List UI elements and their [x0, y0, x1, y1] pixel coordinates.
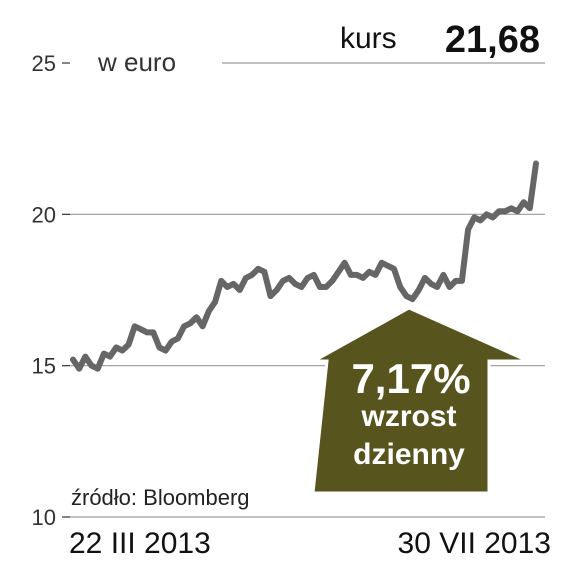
x-end-label: 30 VII 2013: [398, 527, 551, 560]
y-tick-label: 10: [32, 505, 56, 530]
up-arrow-icon: [308, 306, 529, 495]
growth-badge: 7,17% wzrost dzienny: [308, 306, 529, 495]
price-series-line: [70, 160, 539, 372]
y-axis-ticks: 25 20 15 10: [32, 51, 56, 530]
price-line-layer: [70, 160, 539, 372]
growth-label-line2: dzienny: [353, 438, 465, 471]
unit-label: w euro: [97, 47, 176, 77]
y-tick-label: 15: [32, 354, 56, 379]
growth-percent: 7,17%: [351, 355, 470, 402]
source-note: źródło: Bloomberg: [71, 485, 250, 510]
x-start-label: 22 III 2013: [69, 527, 211, 560]
y-tick-label: 25: [32, 51, 56, 76]
growth-label-line1: wzrost: [360, 400, 456, 433]
price-label: kurs: [340, 22, 397, 55]
price-value: 21,68: [445, 19, 540, 61]
y-tick-label: 20: [32, 202, 56, 227]
